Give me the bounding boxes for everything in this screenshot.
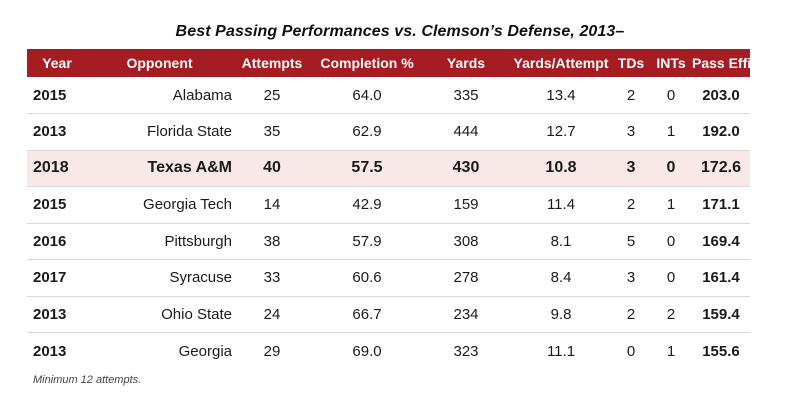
cell-pass-efficiency: 192.0 bbox=[702, 123, 740, 141]
table-row: 2018 Texas A&M 40 57.5 430 10.8 3 0 172.6 bbox=[27, 150, 750, 187]
header-opponent: Opponent bbox=[126, 55, 193, 71]
cell-opponent: Syracuse bbox=[169, 269, 232, 287]
table-row: 2016 Pittsburgh 38 57.9 308 8.1 5 0 169.4 bbox=[27, 223, 750, 260]
cell-tds: 3 bbox=[626, 123, 636, 141]
cell-completion: 66.7 bbox=[352, 305, 382, 323]
header-yards: Yards bbox=[446, 55, 486, 71]
cell-opponent: Alabama bbox=[172, 86, 232, 104]
cell-tds: 3 bbox=[626, 269, 636, 287]
cell-attempts: 38 bbox=[263, 232, 281, 250]
cell-year: 2016 bbox=[33, 232, 67, 250]
cell-attempts: 29 bbox=[263, 342, 281, 360]
table-header: Year Opponent Attempts Completion % Yard… bbox=[27, 49, 795, 77]
cell-opponent: Florida State bbox=[146, 123, 232, 141]
cell-tds: 3 bbox=[626, 159, 636, 177]
table-body: 2015 Alabama 25 64.0 335 13.4 2 0 203.0 2013 Flori… bbox=[27, 77, 750, 369]
table-row: 2013 Ohio State 24 66.7 234 9.8 2 2 159.4 bbox=[27, 296, 750, 333]
cell-opponent: Pittsburgh bbox=[164, 232, 232, 250]
cell-opponent: Ohio State bbox=[161, 305, 232, 323]
cell-yards: 308 bbox=[453, 232, 479, 250]
cell-attempts: 25 bbox=[263, 86, 281, 104]
cell-year: 2018 bbox=[33, 159, 69, 177]
header-ints: INTs bbox=[656, 55, 686, 71]
cell-completion: 42.9 bbox=[352, 196, 382, 214]
cell-yards-per-attempt: 11.1 bbox=[546, 342, 576, 360]
cell-yards: 335 bbox=[453, 86, 479, 104]
cell-ints: 1 bbox=[666, 196, 676, 214]
cell-yards-per-attempt: 8.4 bbox=[550, 269, 572, 287]
cell-ints: 0 bbox=[666, 269, 676, 287]
table-row: 2013 Georgia 29 69.0 323 11.1 0 1 155.6 bbox=[27, 333, 750, 370]
table-row: 2015 Alabama 25 64.0 335 13.4 2 0 203.0 bbox=[27, 77, 750, 114]
cell-pass-efficiency: 155.6 bbox=[702, 342, 740, 360]
cell-pass-efficiency: 161.4 bbox=[702, 269, 740, 287]
cell-attempts: 35 bbox=[263, 123, 281, 141]
table-title: Best Passing Performances vs. Clemson’s … bbox=[175, 23, 625, 40]
cell-ints: 0 bbox=[666, 86, 676, 104]
cell-year: 2015 bbox=[33, 86, 67, 104]
cell-yards-per-attempt: 11.4 bbox=[546, 196, 576, 214]
header-attempts: Attempts bbox=[241, 55, 303, 71]
cell-tds: 5 bbox=[626, 232, 636, 250]
cell-pass-efficiency: 172.6 bbox=[700, 159, 742, 177]
cell-yards-per-attempt: 12.7 bbox=[546, 123, 576, 141]
cell-ints: 0 bbox=[666, 232, 676, 250]
table-row: 2017 Syracuse 33 60.6 278 8.4 3 0 161.4 bbox=[27, 260, 750, 296]
cell-opponent: Georgia bbox=[178, 342, 232, 360]
cell-attempts: 14 bbox=[263, 196, 281, 214]
cell-yards: 278 bbox=[453, 269, 479, 287]
header-tds: TDs bbox=[617, 55, 645, 71]
cell-ints: 0 bbox=[666, 159, 676, 177]
cell-yards-per-attempt: 10.8 bbox=[545, 159, 577, 177]
cell-completion: 69.0 bbox=[352, 342, 382, 360]
cell-year: 2013 bbox=[33, 342, 67, 360]
cell-pass-efficiency: 169.4 bbox=[702, 232, 740, 250]
cell-yards: 430 bbox=[452, 159, 480, 177]
cell-tds: 2 bbox=[626, 86, 636, 104]
cell-yards: 159 bbox=[453, 196, 479, 214]
table-row: 2013 Florida State 35 62.9 444 12.7 3 1 192.0 bbox=[27, 114, 750, 150]
cell-yards: 444 bbox=[453, 123, 479, 141]
cell-completion: 57.5 bbox=[351, 159, 383, 177]
cell-opponent: Texas A&M bbox=[147, 159, 232, 177]
cell-ints: 1 bbox=[666, 123, 676, 141]
passing-table: Year Opponent Attempts Completion % Yard… bbox=[27, 49, 795, 369]
cell-completion: 60.6 bbox=[352, 269, 382, 287]
cell-ints: 1 bbox=[666, 342, 676, 360]
cell-tds: 2 bbox=[626, 305, 636, 323]
cell-yards-per-attempt: 13.4 bbox=[546, 86, 576, 104]
cell-yards: 323 bbox=[453, 342, 479, 360]
footnote: Minimum 12 attempts. bbox=[33, 374, 142, 386]
cell-completion: 62.9 bbox=[352, 123, 382, 141]
cell-pass-efficiency: 203.0 bbox=[702, 86, 740, 104]
header-pass-efficiency: Pass Efficiency bbox=[692, 55, 795, 71]
cell-year: 2015 bbox=[33, 196, 67, 214]
cell-year: 2017 bbox=[33, 269, 67, 287]
header-year: Year bbox=[42, 55, 72, 71]
header-yards-per-attempt: Yards/Attempt bbox=[513, 55, 609, 71]
cell-completion: 57.9 bbox=[352, 232, 382, 250]
table-row: 2015 Georgia Tech 14 42.9 159 11.4 2 1 171.1 bbox=[27, 187, 750, 223]
cell-yards-per-attempt: 8.1 bbox=[550, 232, 572, 250]
cell-tds: 0 bbox=[626, 342, 636, 360]
cell-ints: 2 bbox=[666, 305, 676, 323]
cell-yards-per-attempt: 9.8 bbox=[550, 305, 572, 323]
cell-pass-efficiency: 171.1 bbox=[702, 196, 740, 214]
header-completion: Completion % bbox=[320, 55, 414, 71]
cell-attempts: 33 bbox=[263, 269, 281, 287]
cell-attempts: 40 bbox=[263, 159, 281, 177]
cell-completion: 64.0 bbox=[352, 86, 382, 104]
cell-yards: 234 bbox=[453, 305, 479, 323]
header-row: Year Opponent Attempts Completion % Yard… bbox=[27, 49, 795, 77]
cell-year: 2013 bbox=[33, 123, 67, 141]
cell-pass-efficiency: 159.4 bbox=[702, 305, 740, 323]
cell-opponent: Georgia Tech bbox=[143, 196, 232, 214]
cell-attempts: 24 bbox=[263, 305, 281, 323]
cell-tds: 2 bbox=[626, 196, 636, 214]
cell-year: 2013 bbox=[33, 305, 67, 323]
